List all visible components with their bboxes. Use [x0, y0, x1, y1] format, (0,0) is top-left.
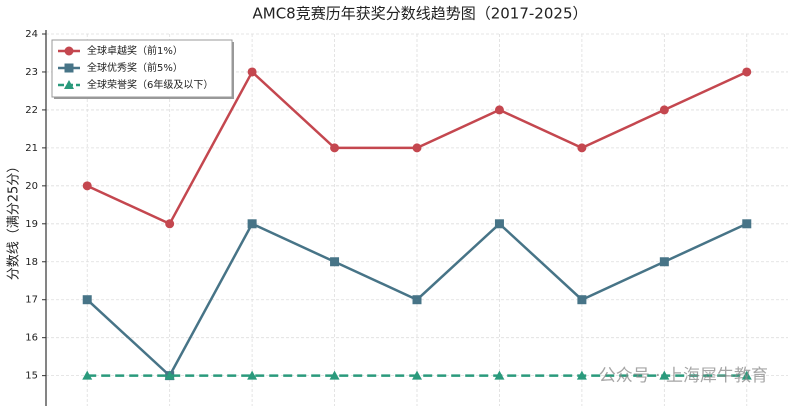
y-tick-label: 20 — [25, 181, 38, 192]
marker — [247, 219, 257, 229]
marker — [329, 370, 340, 380]
y-tick-label: 23 — [25, 67, 38, 78]
y-tick-label: 16 — [25, 333, 38, 344]
y-tick-label: 17 — [25, 295, 38, 306]
y-axis-label: 分数线（满分25分） — [7, 160, 22, 281]
y-tick-label: 15 — [25, 371, 38, 382]
marker — [659, 370, 670, 380]
legend: 全球卓越奖（前1%） 全球优秀奖（前5%） 全球荣誉奖（6年级及以下） — [51, 39, 234, 99]
marker — [330, 257, 340, 267]
marker — [741, 370, 752, 380]
legend-box — [51, 39, 233, 98]
y-tick-label: 21 — [25, 143, 38, 154]
y-tick-label: 19 — [25, 219, 38, 230]
marker — [742, 219, 752, 229]
marker — [494, 105, 504, 115]
legend-label: 全球荣誉奖（6年级及以下） — [87, 78, 213, 91]
marker — [412, 295, 422, 305]
watermark: 公众号 · 上海犀牛教育 — [599, 366, 768, 386]
y-tick-label: 18 — [25, 257, 38, 268]
legend-label: 全球优秀奖（前5%） — [87, 61, 183, 74]
marker — [412, 370, 422, 380]
y-tick-label: 22 — [25, 105, 38, 116]
marker — [576, 370, 587, 380]
marker — [64, 46, 74, 56]
chart-title: AMC8竞赛历年获奖分数线趋势图（2017-2025） — [253, 5, 588, 23]
marker — [330, 143, 340, 153]
marker — [164, 370, 175, 380]
legend-label: 全球卓越奖（前1%） — [87, 44, 183, 57]
marker — [82, 295, 92, 305]
marker — [494, 219, 504, 229]
marker — [412, 143, 422, 153]
marker — [659, 105, 669, 115]
marker — [82, 181, 92, 191]
marker — [247, 67, 257, 77]
y-tick-label: 24 — [25, 29, 38, 40]
plot — [82, 67, 752, 381]
marker — [659, 257, 669, 267]
marker — [247, 370, 258, 380]
grid: 15 16 17 18 19 20 21 22 23 24 — [25, 29, 788, 406]
marker — [64, 63, 74, 73]
marker — [64, 80, 74, 89]
marker — [577, 143, 587, 153]
marker — [494, 370, 505, 380]
marker — [577, 295, 587, 305]
marker — [82, 370, 93, 380]
marker — [165, 219, 175, 229]
marker — [742, 67, 752, 77]
